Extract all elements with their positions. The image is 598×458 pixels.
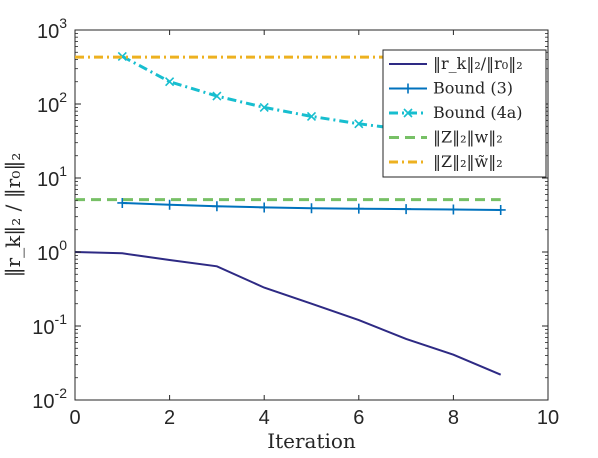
legend-label-2: Bound (4a) <box>433 103 523 122</box>
legend-item-1: Bound (3) <box>389 79 513 98</box>
data-point-1-3 <box>259 202 270 213</box>
data-point-2-3 <box>259 102 269 112</box>
legend-item-2: Bound (4a) <box>389 103 523 122</box>
y-tick-label-1: 10-1 <box>32 311 67 339</box>
y-tick-label-0: 10-2 <box>32 385 67 413</box>
data-point-2-4 <box>306 111 317 121</box>
data-point-1-7 <box>448 204 459 215</box>
x-tick-label-2: 4 <box>259 407 270 429</box>
legend-label-0: ‖r_k‖₂/‖r₀‖₂ <box>433 54 523 73</box>
legend-item-4: ‖Z‖₂‖w̃‖₂ <box>389 152 503 171</box>
legend-label-4: ‖Z‖₂‖w̃‖₂ <box>433 152 503 171</box>
data-point-2-1 <box>165 77 175 87</box>
data-point-2-2 <box>212 91 222 101</box>
legend-item-3: ‖Z‖₂‖w‖₂ <box>389 128 503 147</box>
series-line-0 <box>74 251 502 376</box>
x-tick-label-4: 8 <box>448 407 459 429</box>
data-point-1-0 <box>117 197 128 208</box>
data-point-1-1 <box>164 199 175 210</box>
y-tick-label-2: 100 <box>37 237 67 265</box>
y-tick-label-3: 101 <box>37 163 67 191</box>
data-point-2-5 <box>354 119 364 129</box>
legend: ‖r_k‖₂/‖r₀‖₂ Bound (3) Bound (4a) ‖Z‖₂‖w‖₂ ‖… <box>382 49 547 178</box>
y-tick-label-5: 103 <box>37 15 67 43</box>
y-tick-label-4: 102 <box>37 89 67 117</box>
data-point-1-2 <box>211 201 222 212</box>
x-tick-label-5: 10 <box>537 407 559 429</box>
data-point-1-6 <box>401 204 412 215</box>
x-tick-label-3: 6 <box>353 407 364 429</box>
data-point-2-0 <box>117 51 127 61</box>
legend-item-0: ‖r_k‖₂/‖r₀‖₂ <box>389 54 523 73</box>
data-point-1-8 <box>495 204 506 215</box>
legend-label-3: ‖Z‖₂‖w‖₂ <box>433 128 503 147</box>
y-axis-label: ‖r_k‖₂ / ‖r₀‖₂ <box>1 153 26 278</box>
series-layer <box>74 51 506 376</box>
x-tick-label-1: 2 <box>164 407 175 429</box>
data-point-1-4 <box>306 203 317 214</box>
x-axis-label: Iteration <box>267 429 356 453</box>
data-point-1-5 <box>353 203 364 214</box>
x-tick-label-0: 0 <box>69 407 80 429</box>
legend-label-1: Bound (3) <box>433 79 513 98</box>
